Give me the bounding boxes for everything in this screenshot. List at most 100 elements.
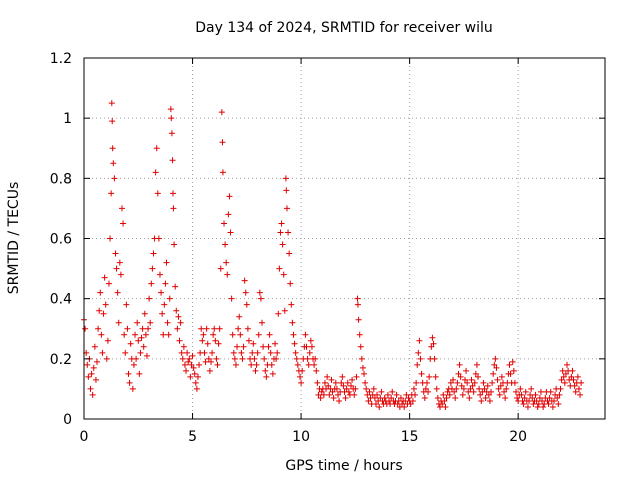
data-point-marker — [384, 391, 391, 398]
data-point-marker — [305, 361, 312, 368]
data-point-marker — [451, 388, 458, 395]
data-point-marker — [175, 313, 182, 320]
data-point-marker — [414, 361, 421, 368]
data-point-marker — [405, 394, 412, 401]
data-point-marker — [340, 382, 347, 389]
data-point-marker — [455, 370, 462, 377]
data-point-marker — [351, 391, 358, 398]
data-point-marker — [253, 361, 260, 368]
data-point-marker — [273, 355, 280, 362]
data-point-marker — [440, 391, 447, 398]
data-point-marker — [115, 319, 122, 326]
data-point-marker — [332, 379, 339, 386]
data-point-marker — [431, 355, 438, 362]
data-point-marker — [443, 394, 450, 401]
data-point-marker — [160, 331, 167, 338]
data-point-marker — [266, 331, 273, 338]
data-point-marker — [314, 379, 321, 386]
data-point-marker — [168, 115, 175, 122]
data-point-marker — [172, 283, 179, 290]
data-point-marker — [141, 310, 148, 317]
data-point-marker — [561, 379, 568, 386]
data-point-marker — [452, 394, 459, 401]
data-point-marker — [230, 349, 237, 356]
data-point-marker — [174, 325, 181, 332]
data-point-marker — [527, 391, 534, 398]
x-tick-label: 20 — [509, 429, 527, 445]
data-point-marker — [105, 280, 112, 287]
data-point-marker — [303, 343, 310, 350]
data-point-marker — [370, 385, 377, 392]
data-point-marker — [559, 367, 566, 374]
data-point-marker — [255, 331, 262, 338]
data-point-marker — [549, 403, 556, 410]
data-point-marker — [103, 355, 110, 362]
data-point-marker — [290, 331, 297, 338]
data-point-marker — [520, 400, 527, 407]
data-point-marker — [428, 343, 435, 350]
y-tick-label: 1.2 — [50, 51, 72, 67]
data-point-marker — [537, 388, 544, 395]
data-point-marker — [161, 301, 168, 308]
data-point-marker — [109, 145, 116, 152]
data-point-marker — [210, 331, 217, 338]
data-point-marker — [272, 340, 279, 347]
data-point-marker — [416, 337, 423, 344]
data-point-marker — [180, 343, 187, 350]
data-point-marker — [285, 229, 292, 236]
data-point-marker — [226, 193, 233, 200]
x-axis-label: GPS time / hours — [285, 458, 402, 474]
data-point-marker — [183, 367, 190, 374]
data-point-marker — [465, 388, 472, 395]
data-point-marker — [336, 397, 343, 404]
data-point-marker — [142, 331, 149, 338]
data-point-marker — [166, 295, 173, 302]
data-point-marker — [209, 349, 216, 356]
data-point-marker — [458, 382, 465, 389]
data-points — [81, 100, 585, 410]
data-point-marker — [222, 241, 229, 248]
data-point-marker — [241, 277, 248, 284]
data-point-marker — [85, 373, 92, 380]
data-point-marker — [213, 355, 220, 362]
data-point-marker — [100, 310, 107, 317]
data-point-marker — [461, 376, 468, 383]
data-point-marker — [441, 397, 448, 404]
data-point-marker — [471, 379, 478, 386]
data-point-marker — [214, 361, 221, 368]
data-point-marker — [143, 352, 150, 359]
data-point-marker — [413, 379, 420, 386]
data-point-marker — [212, 337, 219, 344]
data-point-marker — [459, 391, 466, 398]
data-point-marker — [206, 367, 213, 374]
data-point-marker — [260, 343, 267, 350]
data-point-marker — [473, 361, 480, 368]
y-tick-label: 0.2 — [50, 352, 72, 368]
data-point-marker — [243, 301, 250, 308]
data-point-marker — [557, 385, 564, 392]
data-point-marker — [275, 310, 282, 317]
data-point-marker — [344, 379, 351, 386]
data-point-marker — [215, 340, 222, 347]
data-point-marker — [259, 319, 266, 326]
data-point-marker — [357, 343, 364, 350]
data-point-marker — [558, 376, 565, 383]
data-point-marker — [372, 400, 379, 407]
x-tick-label: 10 — [292, 429, 310, 445]
data-point-marker — [311, 361, 318, 368]
data-point-marker — [186, 355, 193, 362]
data-point-marker — [415, 349, 422, 356]
data-point-marker — [202, 358, 209, 365]
data-point-marker — [470, 388, 477, 395]
data-point-marker — [481, 385, 488, 392]
data-point-marker — [374, 391, 381, 398]
data-point-marker — [356, 331, 363, 338]
data-point-marker — [434, 394, 441, 401]
data-point-marker — [288, 301, 295, 308]
data-point-marker — [485, 391, 492, 398]
data-point-marker — [530, 400, 537, 407]
data-point-marker — [353, 373, 360, 380]
data-point-marker — [82, 325, 89, 332]
data-point-marker — [98, 331, 105, 338]
data-point-marker — [456, 361, 463, 368]
